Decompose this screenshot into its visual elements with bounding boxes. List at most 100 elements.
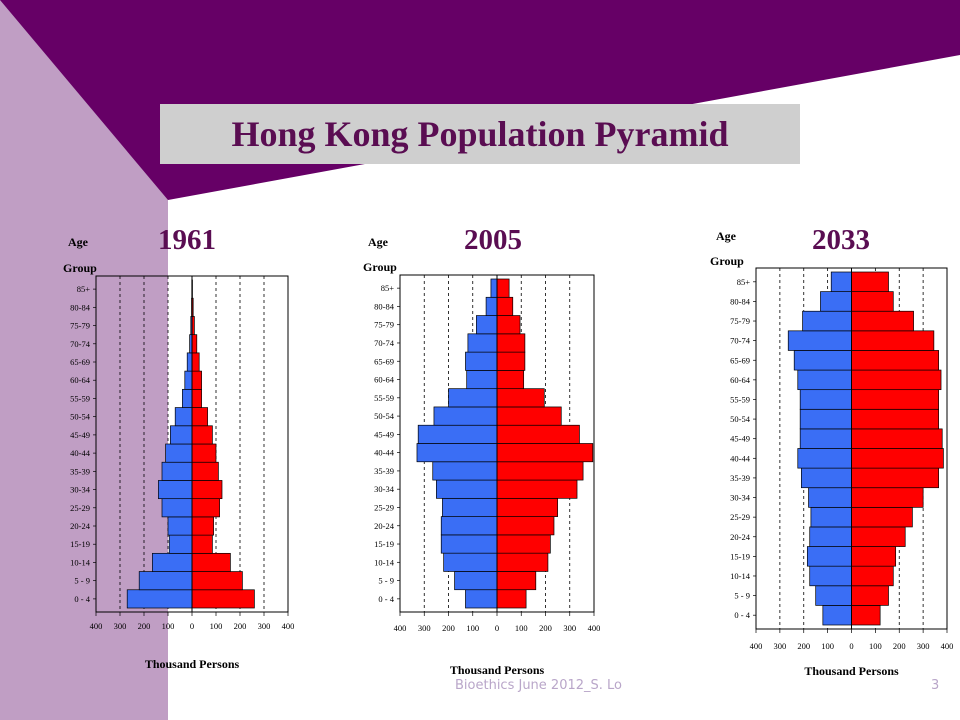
bar-female bbox=[851, 565, 894, 587]
bar-male bbox=[432, 461, 498, 481]
bar-female bbox=[191, 370, 202, 390]
bar-female bbox=[191, 589, 255, 609]
y-tick-label: 80-84 bbox=[70, 302, 91, 312]
y-tick-label: 5 - 9 bbox=[74, 576, 90, 586]
y-tick-label: 75-79 bbox=[374, 320, 394, 330]
x-tick-label: 0 bbox=[849, 641, 853, 651]
y-tick-label: 10-14 bbox=[730, 571, 751, 581]
title-box: Hong Kong Population Pyramid bbox=[160, 104, 800, 164]
x-tick-label: 100 bbox=[821, 641, 834, 651]
bar-female bbox=[851, 271, 889, 292]
y-tick-label: 70-74 bbox=[374, 338, 395, 348]
bar-male bbox=[416, 443, 498, 463]
x-axis-label: Thousand Persons bbox=[145, 657, 240, 671]
y-tick-label: 85+ bbox=[737, 277, 751, 287]
y-tick-label: 15-19 bbox=[70, 539, 90, 549]
y-tick-label: 35-39 bbox=[374, 466, 394, 476]
bar-male bbox=[165, 443, 193, 463]
bar-female bbox=[191, 425, 213, 445]
y-tick-label: 55-59 bbox=[730, 394, 750, 404]
x-tick-label: 400 bbox=[90, 621, 103, 631]
bar-male bbox=[793, 350, 852, 371]
x-tick-label: 400 bbox=[588, 623, 600, 633]
bar-female bbox=[851, 526, 906, 547]
x-tick-label: 0 bbox=[495, 623, 499, 633]
bar-female bbox=[851, 310, 914, 332]
x-tick-label: 200 bbox=[539, 623, 552, 633]
y-tick-label: 5 - 9 bbox=[378, 576, 394, 586]
bar-female bbox=[191, 498, 220, 518]
bar-female bbox=[191, 534, 213, 554]
y-tick-label: 0 - 4 bbox=[74, 594, 90, 604]
y-tick-label: 20-24 bbox=[70, 521, 91, 531]
y-tick-label: 65-69 bbox=[374, 356, 394, 366]
bar-male bbox=[182, 388, 193, 408]
bar-female bbox=[851, 546, 897, 567]
bar-female bbox=[496, 424, 580, 444]
bar-male bbox=[466, 370, 498, 390]
bar-female bbox=[496, 370, 525, 390]
y-tick-label: 10-14 bbox=[70, 557, 91, 567]
y-tick-label: 15-19 bbox=[730, 551, 750, 561]
bar-female bbox=[851, 428, 943, 449]
bar-female bbox=[496, 589, 527, 609]
x-tick-label: 300 bbox=[917, 641, 930, 651]
bar-male bbox=[138, 571, 193, 591]
y-tick-label: 65-69 bbox=[70, 357, 90, 367]
pyramid-chart-1961: 0 - 4 5 - 9 10-14 15-19 20-24 25-29 30-34 35-39… bbox=[63, 235, 294, 671]
bar-male bbox=[799, 428, 852, 449]
y-tick-label: 60-64 bbox=[730, 375, 751, 385]
bar-female bbox=[191, 516, 214, 536]
bar-male bbox=[433, 406, 498, 426]
bar-female bbox=[496, 461, 584, 481]
bar-male bbox=[417, 424, 498, 444]
bar-male bbox=[820, 291, 852, 312]
pyramid-chart-2005: 0 - 4 5 - 9 10-14 15-19 20-24 25-29 30-34 35-39… bbox=[363, 235, 600, 677]
y-axis-label-age: Age bbox=[68, 235, 89, 249]
y-tick-label: 65-69 bbox=[730, 355, 750, 365]
bar-male bbox=[161, 498, 193, 518]
y-tick-label: 30-34 bbox=[730, 493, 751, 503]
x-tick-label: 200 bbox=[893, 641, 906, 651]
y-tick-label: 0 - 4 bbox=[734, 610, 750, 620]
y-axis-label-group: Group bbox=[363, 260, 397, 274]
bar-male bbox=[442, 497, 498, 517]
bar-male bbox=[174, 407, 193, 427]
bar-male bbox=[436, 479, 498, 499]
bar-female bbox=[191, 552, 231, 572]
y-tick-label: 20-24 bbox=[730, 532, 751, 542]
bar-male bbox=[806, 546, 852, 567]
x-tick-label: 200 bbox=[234, 621, 247, 631]
bar-male bbox=[815, 585, 852, 606]
bar-female bbox=[496, 516, 555, 536]
bar-female bbox=[191, 443, 217, 463]
bar-male bbox=[465, 351, 498, 371]
bar-female bbox=[851, 350, 939, 371]
y-tick-label: 25-29 bbox=[70, 503, 90, 513]
bar-female bbox=[496, 497, 558, 517]
bar-female bbox=[496, 534, 551, 554]
y-tick-label: 25-29 bbox=[374, 502, 394, 512]
y-tick-label: 70-74 bbox=[730, 336, 751, 346]
x-tick-label: 400 bbox=[394, 623, 407, 633]
chart-title-2033: 2033 bbox=[812, 224, 870, 256]
y-tick-label: 40-44 bbox=[374, 448, 395, 458]
y-tick-label: 75-79 bbox=[730, 316, 750, 326]
y-tick-label: 85+ bbox=[381, 283, 395, 293]
x-tick-label: 100 bbox=[466, 623, 479, 633]
y-tick-label: 35-39 bbox=[70, 466, 90, 476]
x-tick-label: 0 bbox=[190, 621, 194, 631]
y-tick-label: 25-29 bbox=[730, 512, 750, 522]
bar-female bbox=[191, 352, 200, 372]
bar-female bbox=[851, 585, 889, 606]
x-tick-label: 300 bbox=[114, 621, 127, 631]
bar-female bbox=[851, 506, 913, 528]
bar-female bbox=[496, 479, 578, 499]
bar-male bbox=[126, 589, 193, 609]
x-tick-label: 300 bbox=[563, 623, 576, 633]
y-axis-label-age: Age bbox=[716, 229, 737, 243]
bar-male bbox=[170, 425, 193, 445]
x-tick-label: 200 bbox=[797, 641, 810, 651]
bar-female bbox=[191, 388, 202, 408]
bar-female bbox=[191, 571, 243, 591]
